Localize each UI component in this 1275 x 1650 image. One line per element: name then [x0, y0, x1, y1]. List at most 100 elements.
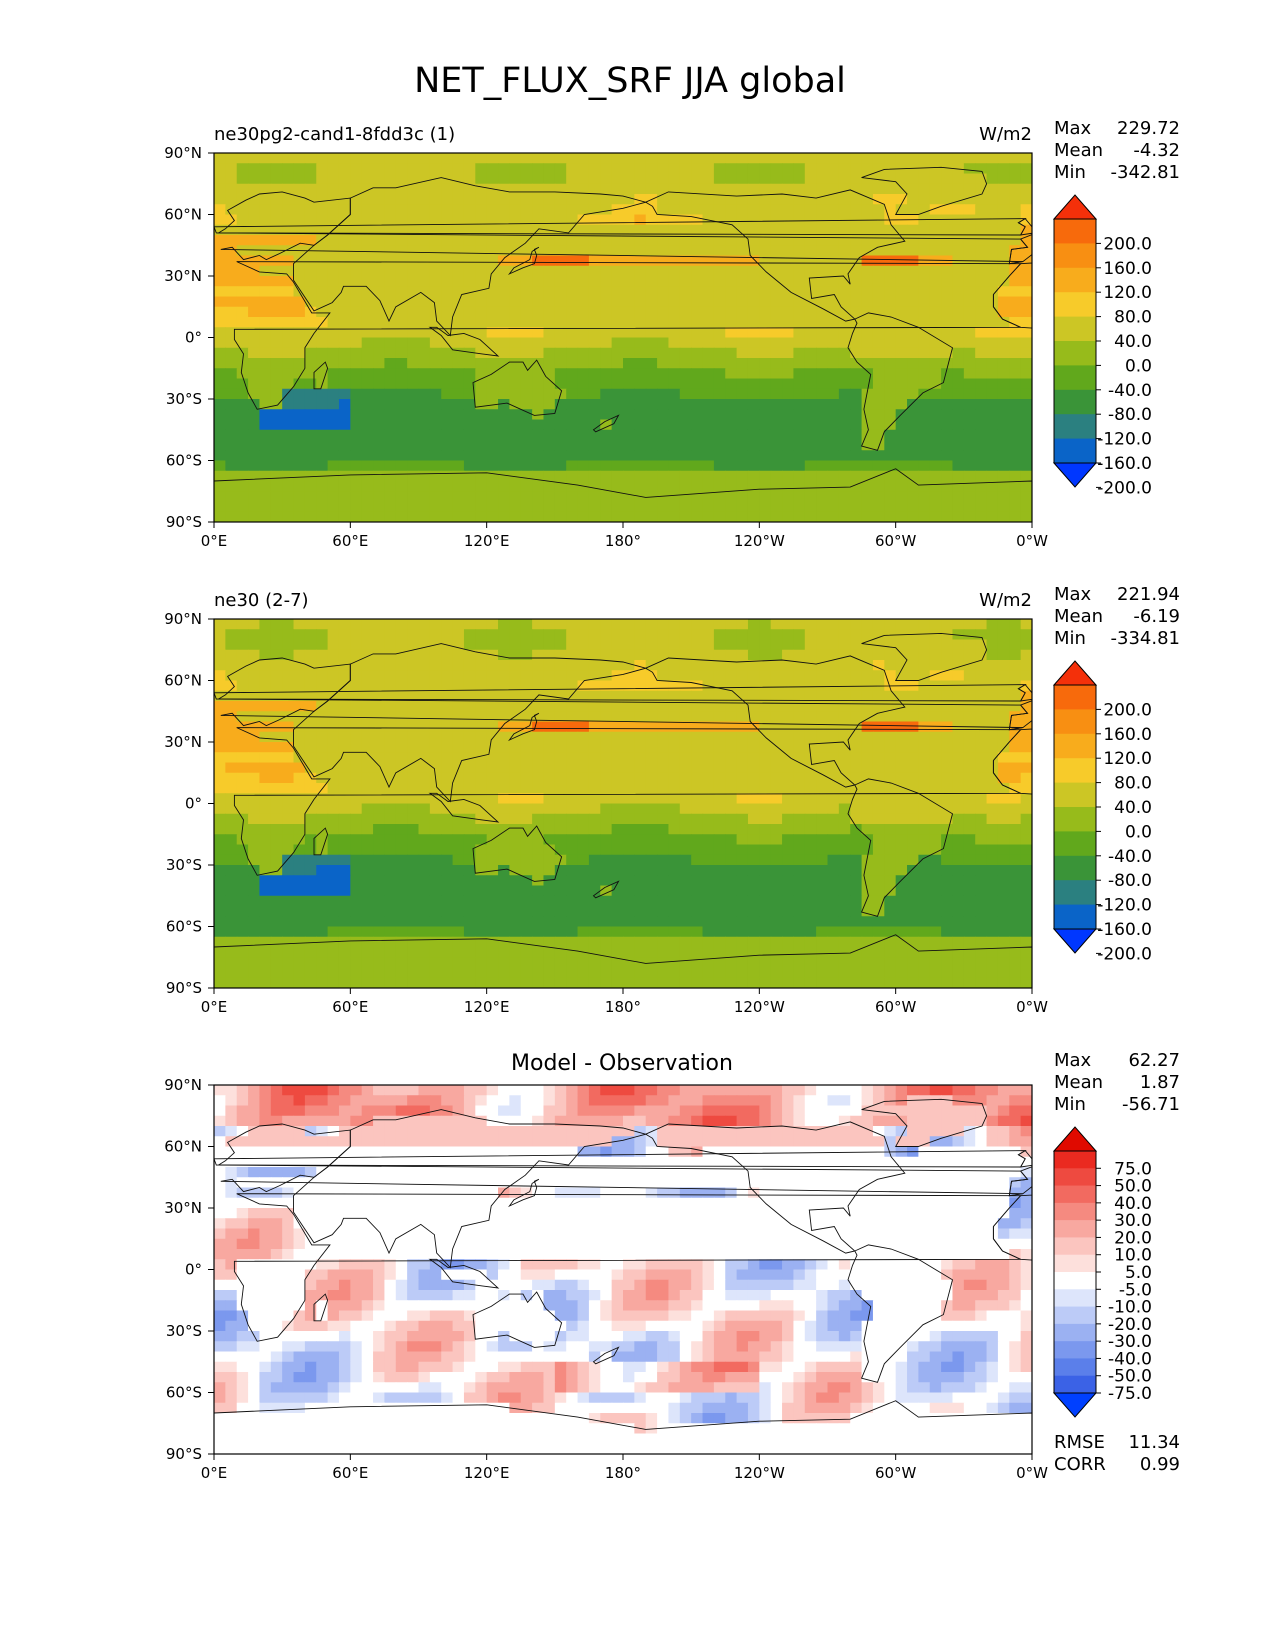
field-cell — [645, 224, 658, 236]
field-cell — [543, 276, 556, 287]
field-cell — [441, 834, 454, 846]
field-cell — [691, 255, 704, 267]
field-cell — [747, 214, 760, 226]
field-cell — [747, 399, 760, 410]
field-cell — [577, 680, 590, 692]
field-cell — [611, 470, 624, 482]
field-cell — [475, 224, 488, 236]
field-cell — [554, 378, 567, 390]
field-cell — [713, 670, 726, 682]
field-cell — [338, 368, 351, 380]
field-cell — [236, 629, 249, 641]
field-cell — [736, 854, 749, 866]
field-cell — [293, 844, 306, 856]
field-cell — [782, 409, 795, 421]
field-cell — [475, 409, 488, 421]
field-cell — [441, 409, 454, 421]
field-cell — [907, 204, 919, 216]
field-cell — [679, 245, 692, 257]
field-cell — [952, 813, 965, 825]
field-cell — [736, 224, 749, 236]
field-cell — [691, 824, 704, 835]
field-cell — [747, 629, 760, 641]
field-cell — [600, 481, 613, 492]
field-cell — [702, 844, 715, 856]
field-cell — [520, 875, 533, 887]
field-cell — [907, 660, 919, 671]
field-cell — [452, 327, 465, 339]
field-cell — [532, 629, 545, 641]
field-cell — [498, 824, 510, 835]
field-cell — [407, 936, 420, 948]
field-cell — [907, 834, 919, 846]
field-cell — [384, 680, 397, 692]
field-cell — [782, 721, 795, 733]
field-cell — [293, 629, 306, 641]
field-cell — [600, 255, 613, 267]
field-cell — [361, 409, 374, 421]
field-cell — [793, 399, 806, 410]
field-cell — [407, 834, 420, 846]
field-cell — [929, 772, 942, 784]
field-cell — [804, 153, 817, 164]
field-cell — [350, 317, 363, 328]
field-cell — [975, 752, 988, 764]
field-cell — [520, 711, 533, 723]
field-cell — [907, 783, 919, 794]
field-cell — [952, 649, 965, 661]
field-cell — [963, 317, 976, 328]
field-cell — [282, 885, 295, 897]
field-cell — [986, 450, 999, 462]
field-cell — [1009, 173, 1022, 185]
field-cell — [282, 783, 295, 794]
field-cell — [657, 752, 670, 764]
field-cell — [929, 844, 942, 856]
field-cell — [600, 429, 613, 441]
field-cell — [214, 680, 226, 692]
field-cell — [861, 317, 874, 328]
field-cell — [429, 865, 442, 876]
field-cell — [702, 813, 715, 825]
field-cell — [407, 854, 420, 866]
field-cell — [463, 245, 476, 257]
field-cell — [463, 194, 476, 205]
field-cell — [986, 670, 999, 682]
field-cell — [475, 680, 488, 692]
field-cell — [452, 255, 465, 267]
field-cell — [600, 358, 613, 369]
field-cell — [282, 793, 295, 805]
field-cell — [600, 419, 613, 431]
field-cell — [407, 649, 420, 661]
field-cell — [429, 619, 442, 630]
field-cell — [1020, 194, 1032, 205]
field-cell — [929, 450, 942, 462]
field-cell — [418, 245, 431, 257]
field-cell — [713, 388, 726, 400]
field-cell — [611, 450, 624, 462]
field-cell — [623, 450, 635, 462]
field-cell — [1009, 286, 1022, 298]
field-cell — [952, 916, 965, 928]
field-cell — [679, 906, 692, 917]
field-cell — [259, 803, 272, 815]
field-cell — [634, 906, 647, 917]
field-cell — [293, 680, 306, 692]
field-cell — [941, 906, 954, 917]
colorbar-label: 120.0 — [1103, 283, 1152, 303]
field-cell — [634, 194, 647, 205]
field-cell — [725, 265, 738, 277]
field-cell — [747, 772, 760, 784]
field-cell — [327, 235, 340, 246]
field-cell — [475, 629, 488, 641]
field-cell — [713, 317, 726, 328]
field-cell — [645, 388, 658, 400]
field-cell — [475, 194, 488, 205]
field-cell — [759, 813, 772, 825]
field-cell — [804, 265, 817, 277]
field-cell — [588, 690, 601, 702]
field-cell — [623, 619, 635, 630]
field-cell — [702, 347, 715, 359]
field-cell — [668, 378, 681, 390]
field-cell — [361, 224, 374, 236]
field-cell — [225, 803, 238, 815]
